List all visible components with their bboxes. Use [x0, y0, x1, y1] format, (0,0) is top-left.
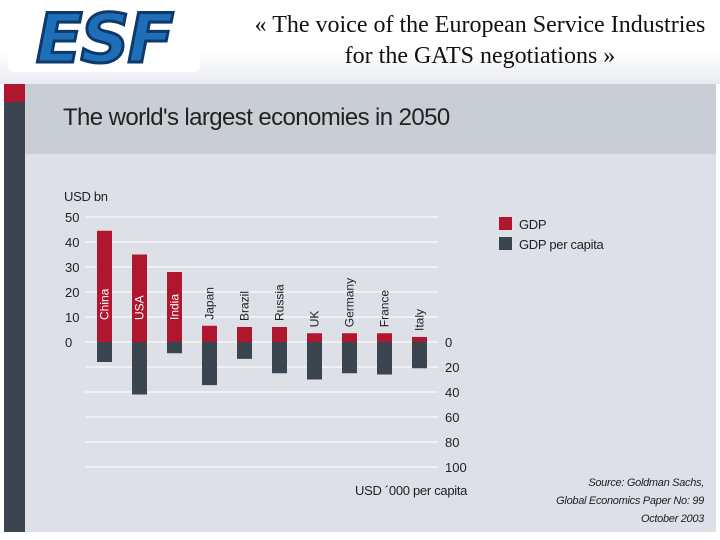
bar-gdp-italy: [412, 337, 427, 342]
category-label-italy: Italy: [413, 309, 427, 331]
y-tick-top-2: 20: [65, 285, 79, 300]
y-tick-bottom-5: 100: [445, 460, 467, 475]
legend-label-1: GDP per capita: [519, 237, 605, 252]
y-tick-top-3: 30: [65, 260, 79, 275]
left-decor-bar: [4, 84, 25, 532]
chart-title: The world's largest economies in 2050: [63, 104, 450, 131]
category-label-uk: UK: [308, 311, 322, 328]
left-decor-accent: [4, 84, 25, 102]
bar-gdp-per-capita-germany: [342, 342, 357, 374]
logo-text: ESF: [36, 2, 173, 74]
bar-gdp-per-capita-india: [167, 342, 182, 354]
category-label-india: India: [168, 294, 182, 320]
chart-panel: The world's largest economies in 2050 US…: [25, 84, 716, 532]
panel-title-bar: [25, 84, 716, 154]
source-note: Source: Goldman Sachs, Global Economics …: [556, 474, 704, 528]
bar-gdp-per-capita-france: [377, 342, 392, 375]
source-line-3: October 2003: [640, 513, 704, 525]
bar-gdp-russia: [272, 327, 287, 342]
category-label-usa: USA: [133, 295, 147, 320]
category-label-france: France: [378, 290, 392, 328]
y-tick-top-5: 50: [65, 210, 79, 225]
bar-gdp-per-capita-uk: [307, 342, 322, 380]
y-tick-top-0: 0: [65, 335, 72, 350]
y-axis-top-label: USD bn: [64, 189, 108, 204]
bar-gdp-india: [167, 272, 182, 342]
bar-gdp-japan: [202, 325, 217, 342]
source-line-1: Source: Goldman Sachs,: [588, 477, 704, 489]
bar-gdp-per-capita-japan: [202, 342, 217, 386]
bar-gdp-per-capita-russia: [272, 342, 287, 374]
y-tick-bottom-3: 60: [445, 410, 459, 425]
bar-gdp-per-capita-china: [97, 342, 112, 362]
legend-swatch-1: [499, 237, 512, 250]
esf-logo: ESF: [8, 2, 200, 74]
y-tick-bottom-1: 20: [445, 360, 459, 375]
bar-gdp-brazil: [237, 327, 252, 342]
slide-title: « The voice of the European Service Indu…: [254, 12, 706, 69]
category-label-japan: Japan: [203, 287, 217, 320]
bar-gdp-uk: [307, 333, 322, 342]
y-axis-bottom-label: USD ´000 per capita: [355, 483, 468, 498]
y-tick-top-1: 10: [65, 310, 79, 325]
y-tick-bottom-2: 40: [445, 385, 459, 400]
bar-gdp-china: [97, 230, 112, 342]
bar-gdp-france: [377, 333, 392, 342]
bar-gdp-per-capita-usa: [132, 342, 147, 395]
y-tick-bottom-4: 80: [445, 435, 459, 450]
category-label-brazil: Brazil: [238, 291, 252, 321]
y-tick-top-4: 40: [65, 235, 79, 250]
category-label-china: China: [98, 288, 112, 320]
chart-svg: USD bn 0 10 20 30 40 50 0 20 40 60 80 100 USD ´000 pe…: [64, 189, 605, 498]
bar-gdp-per-capita-brazil: [237, 342, 252, 359]
bar-gdp-germany: [342, 333, 357, 342]
category-label-germany: Germany: [343, 278, 357, 327]
y-tick-bottom-0: 0: [445, 335, 452, 350]
bar-gdp-usa: [132, 254, 147, 342]
legend-swatch-0: [499, 217, 512, 230]
bar-gdp-per-capita-italy: [412, 342, 427, 369]
category-label-russia: Russia: [273, 284, 287, 321]
source-line-2: Global Economics Paper No: 99: [556, 495, 704, 507]
legend-label-0: GDP: [519, 217, 546, 232]
